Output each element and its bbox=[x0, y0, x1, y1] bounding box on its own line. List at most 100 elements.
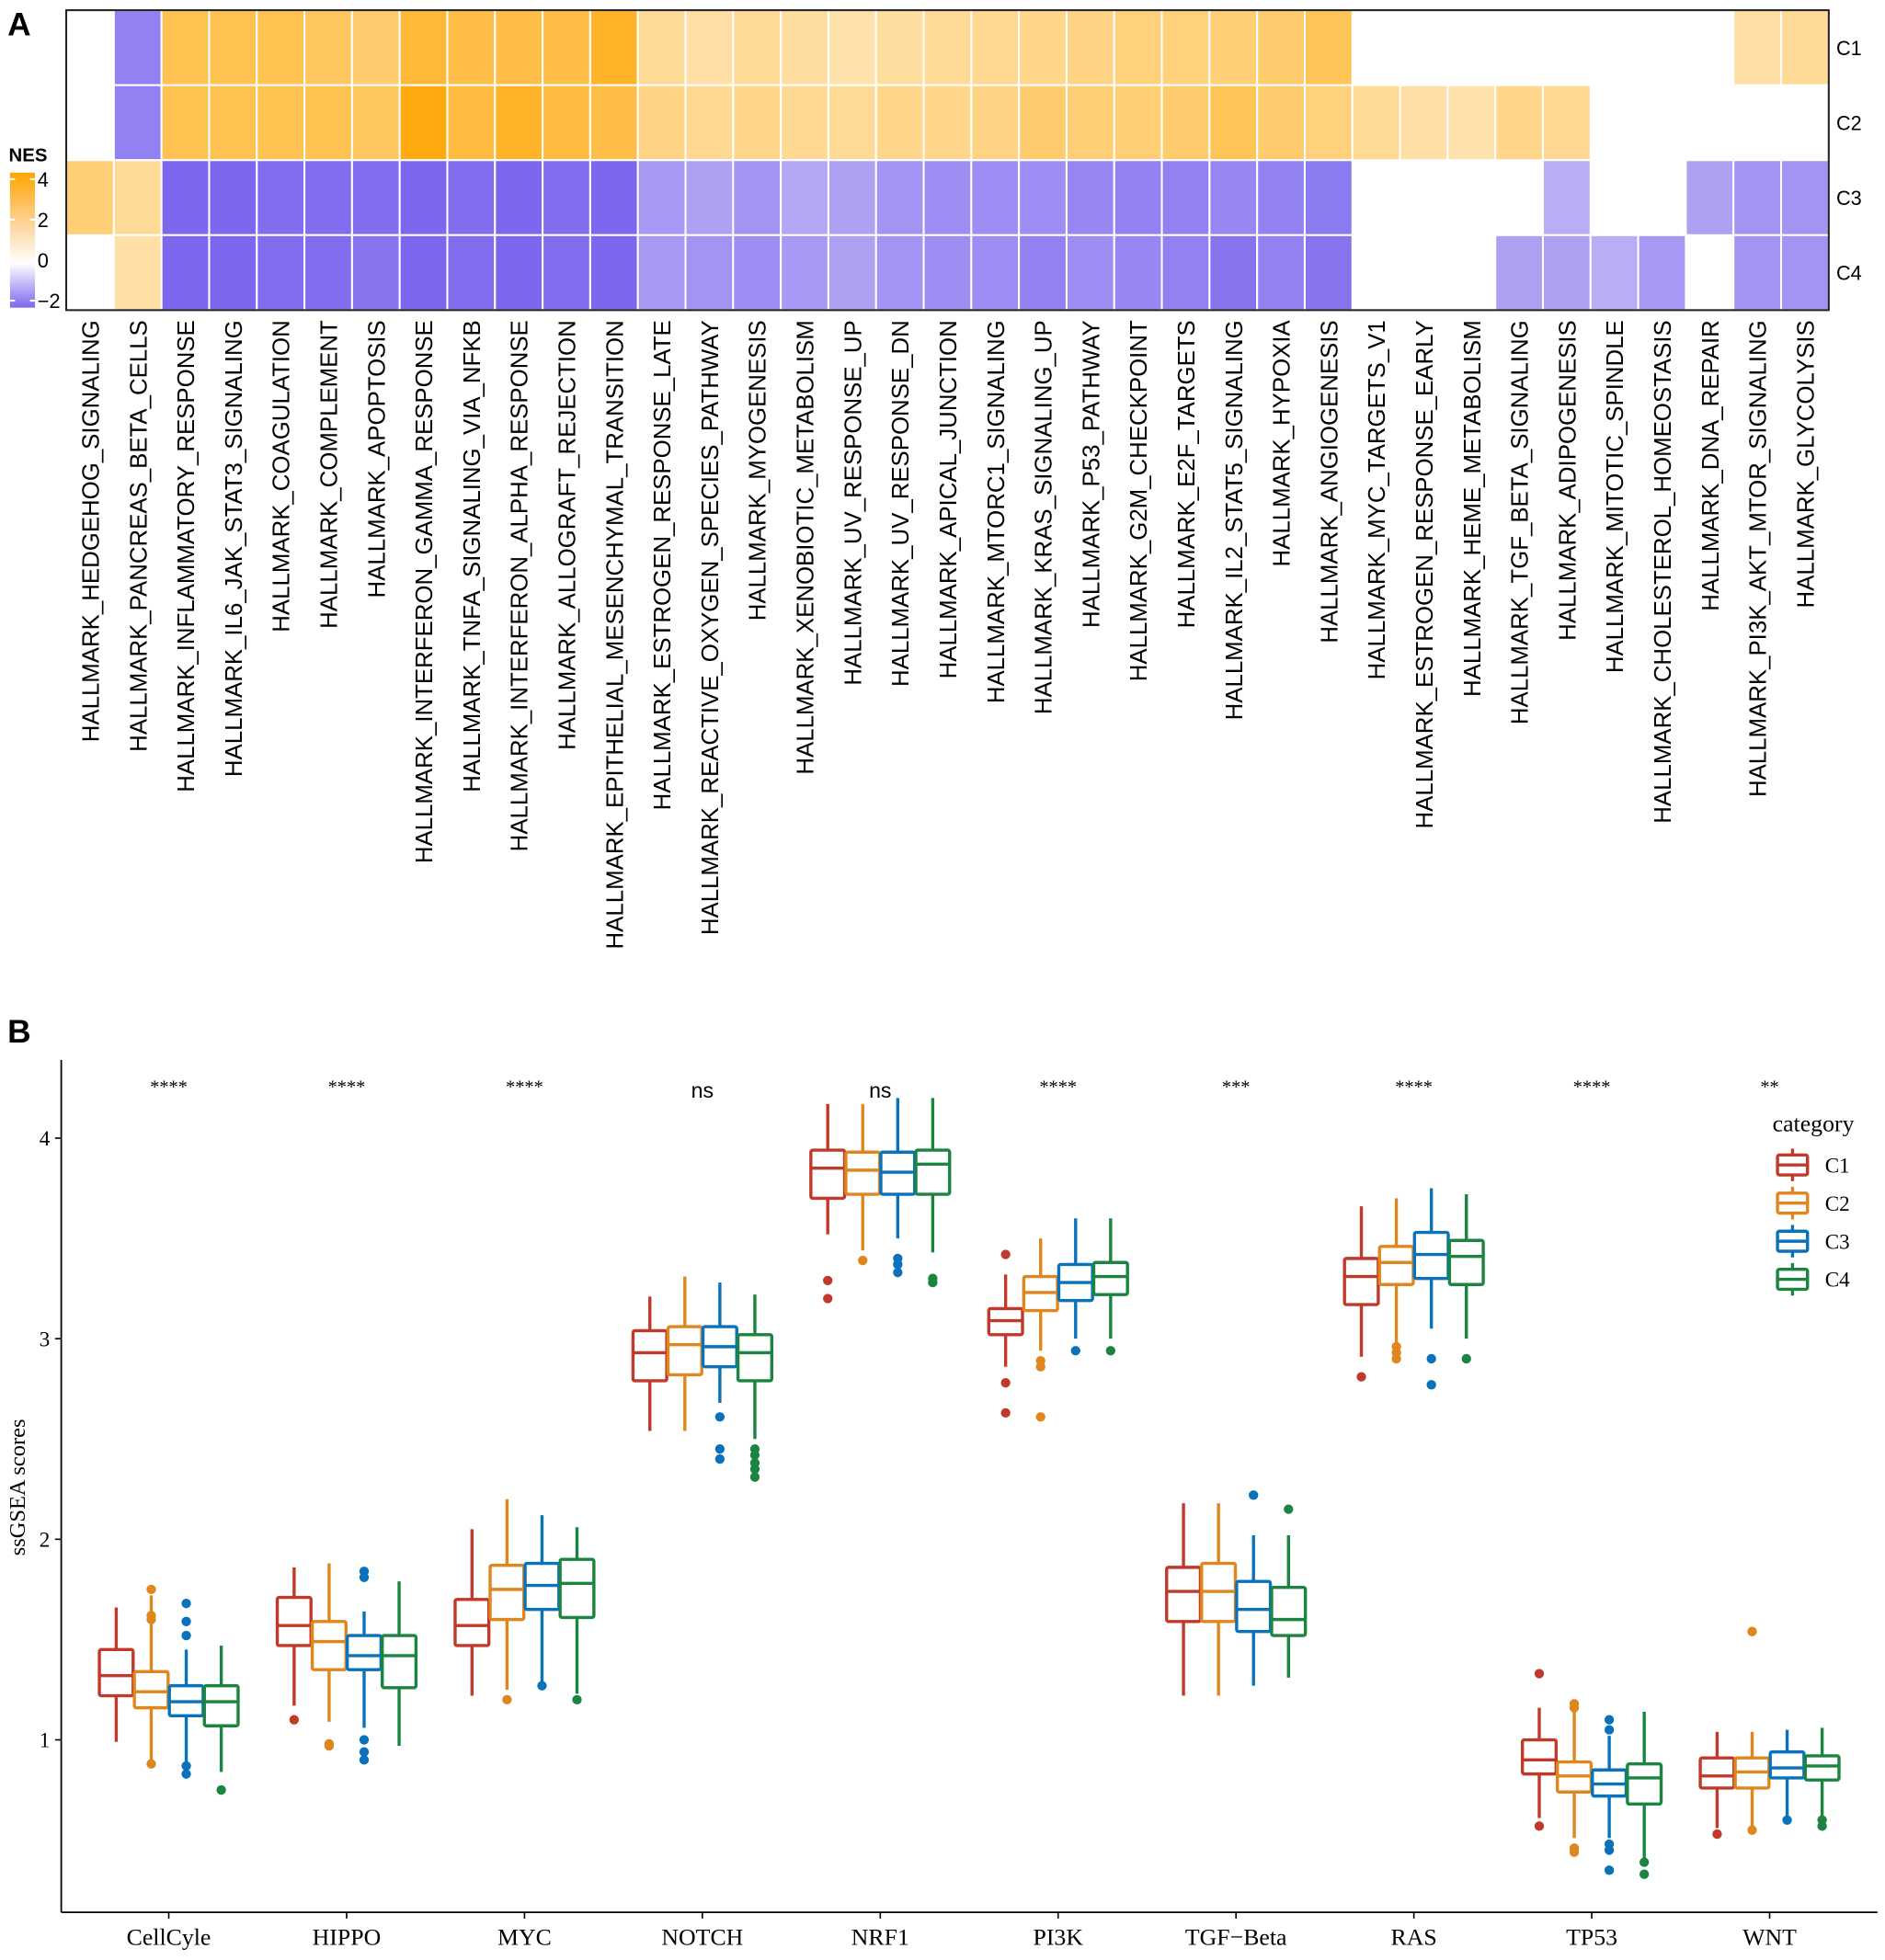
outlier-point bbox=[502, 1694, 512, 1705]
heatmap-cell bbox=[160, 159, 211, 236]
panel-label-b: B bbox=[7, 1014, 31, 1050]
outlier-point bbox=[181, 1598, 191, 1609]
heatmap-cell bbox=[494, 234, 544, 312]
x-tick-label: WNT bbox=[1742, 1923, 1797, 1950]
heatmap-cell bbox=[350, 234, 401, 312]
y-axis-label: ssGSEA scores bbox=[6, 1419, 30, 1556]
box-iqr bbox=[1698, 1756, 1736, 1790]
heatmap-cell bbox=[208, 9, 258, 86]
heatmap-cell bbox=[827, 84, 877, 162]
outlier-point bbox=[1426, 1353, 1436, 1364]
heatmap-cell bbox=[1780, 159, 1830, 236]
heatmap-cell bbox=[256, 9, 306, 86]
heatmap-cell bbox=[1208, 159, 1259, 236]
column-label: HALLMARK_IL2_STAT5_SIGNALING bbox=[1222, 320, 1248, 720]
box-C3 bbox=[701, 1282, 738, 1464]
heatmap-cell bbox=[1065, 84, 1115, 162]
box-C3 bbox=[1768, 1729, 1806, 1825]
significance-label: **** bbox=[1395, 1077, 1433, 1097]
significance-label: **** bbox=[150, 1077, 188, 1097]
column-label: HALLMARK_IL6_JAK_STAT3_SIGNALING bbox=[222, 320, 247, 777]
outlier-point bbox=[537, 1681, 547, 1691]
heatmap-cell bbox=[1208, 84, 1259, 162]
box-C4 bbox=[1626, 1711, 1663, 1879]
outlier-point bbox=[1604, 1865, 1615, 1875]
heatmap-cell bbox=[874, 234, 925, 312]
legend-label: C4 bbox=[1825, 1268, 1850, 1292]
outlier-point bbox=[324, 1740, 335, 1751]
heatmap-cell bbox=[1780, 234, 1830, 312]
row-label: C1 bbox=[1836, 37, 1862, 60]
outlier-point bbox=[216, 1784, 226, 1795]
heatmap-cell bbox=[1160, 159, 1211, 236]
box-iqr bbox=[345, 1634, 383, 1671]
heatmap-cell bbox=[350, 159, 401, 236]
box-C4 bbox=[1091, 1218, 1129, 1356]
column-label: HALLMARK_DNA_REPAIR bbox=[1698, 320, 1724, 611]
column-label: HALLMARK_HYPOXIA bbox=[1270, 319, 1296, 566]
heatmap-cell bbox=[1494, 84, 1545, 162]
heatmap-cell bbox=[1303, 159, 1354, 236]
heatmap-cell bbox=[1208, 234, 1259, 312]
heatmap-cell bbox=[874, 159, 925, 236]
outlier-point bbox=[181, 1616, 191, 1626]
heatmap-cell bbox=[636, 159, 687, 236]
heatmap-cell bbox=[1018, 9, 1068, 86]
heatmap-cell bbox=[1113, 234, 1163, 312]
box-C2 bbox=[1022, 1238, 1059, 1422]
column-label: HALLMARK_UV_RESPONSE_UP bbox=[840, 320, 866, 685]
box-C3 bbox=[879, 1098, 917, 1278]
heatmap-cell bbox=[1113, 84, 1163, 162]
box-C3 bbox=[1412, 1188, 1450, 1390]
legend-label: C2 bbox=[1825, 1191, 1850, 1215]
box-C1 bbox=[453, 1529, 491, 1696]
outlier-point bbox=[1391, 1353, 1401, 1364]
heatmap-cell bbox=[1018, 234, 1068, 312]
heatmap-cell bbox=[446, 9, 497, 86]
heatmap-cell bbox=[494, 9, 544, 86]
heatmap-cell bbox=[732, 9, 783, 86]
heatmap-cell bbox=[398, 9, 449, 86]
heatmap-cell bbox=[970, 84, 1021, 162]
box-C4 bbox=[736, 1294, 774, 1482]
box-C4 bbox=[1803, 1727, 1841, 1831]
box-iqr bbox=[488, 1564, 526, 1622]
significance-label: **** bbox=[506, 1077, 543, 1097]
x-tick-label: NOTCH bbox=[661, 1923, 743, 1950]
box-iqr bbox=[1626, 1762, 1663, 1806]
heatmap-cell bbox=[398, 84, 449, 162]
box-iqr bbox=[1342, 1257, 1380, 1306]
heatmap-cell bbox=[636, 84, 687, 162]
y-tick-label: 1 bbox=[40, 1728, 51, 1752]
box-iqr bbox=[1803, 1754, 1841, 1782]
heatmap-cell bbox=[1256, 234, 1306, 312]
box-C2 bbox=[666, 1276, 703, 1431]
box-C2 bbox=[488, 1498, 526, 1705]
outlier-point bbox=[181, 1630, 191, 1641]
column-label: HALLMARK_COAGULATION bbox=[269, 320, 295, 632]
x-tick-label: NRF1 bbox=[851, 1923, 909, 1950]
outlier-point bbox=[928, 1277, 938, 1288]
column-label: HALLMARK_INTERFERON_GAMMA_RESPONSE bbox=[412, 320, 438, 863]
outlier-point bbox=[1747, 1825, 1757, 1835]
box-C1 bbox=[809, 1103, 847, 1304]
outlier-point bbox=[1569, 1703, 1580, 1713]
heatmap-cell bbox=[588, 9, 639, 86]
column-label: HALLMARK_INFLAMMATORY_RESPONSE bbox=[174, 320, 200, 792]
outlier-point bbox=[146, 1584, 156, 1595]
outlier-point bbox=[1712, 1829, 1722, 1840]
significance-label: *** bbox=[1222, 1077, 1251, 1097]
heatmap-cell bbox=[1685, 159, 1735, 236]
heatmap-cell bbox=[112, 9, 163, 86]
outlier-point bbox=[181, 1769, 191, 1779]
heatmap-cell bbox=[684, 234, 735, 312]
heatmap-cell bbox=[350, 84, 401, 162]
heatmap-cell bbox=[398, 234, 449, 312]
heatmap-cell bbox=[922, 159, 973, 236]
significance-label: **** bbox=[1573, 1077, 1611, 1097]
heatmap-cell bbox=[446, 234, 497, 312]
heatmap-cell bbox=[1780, 9, 1830, 86]
outlier-point bbox=[359, 1747, 370, 1757]
box-C4 bbox=[202, 1645, 240, 1795]
outlier-point bbox=[289, 1715, 300, 1725]
